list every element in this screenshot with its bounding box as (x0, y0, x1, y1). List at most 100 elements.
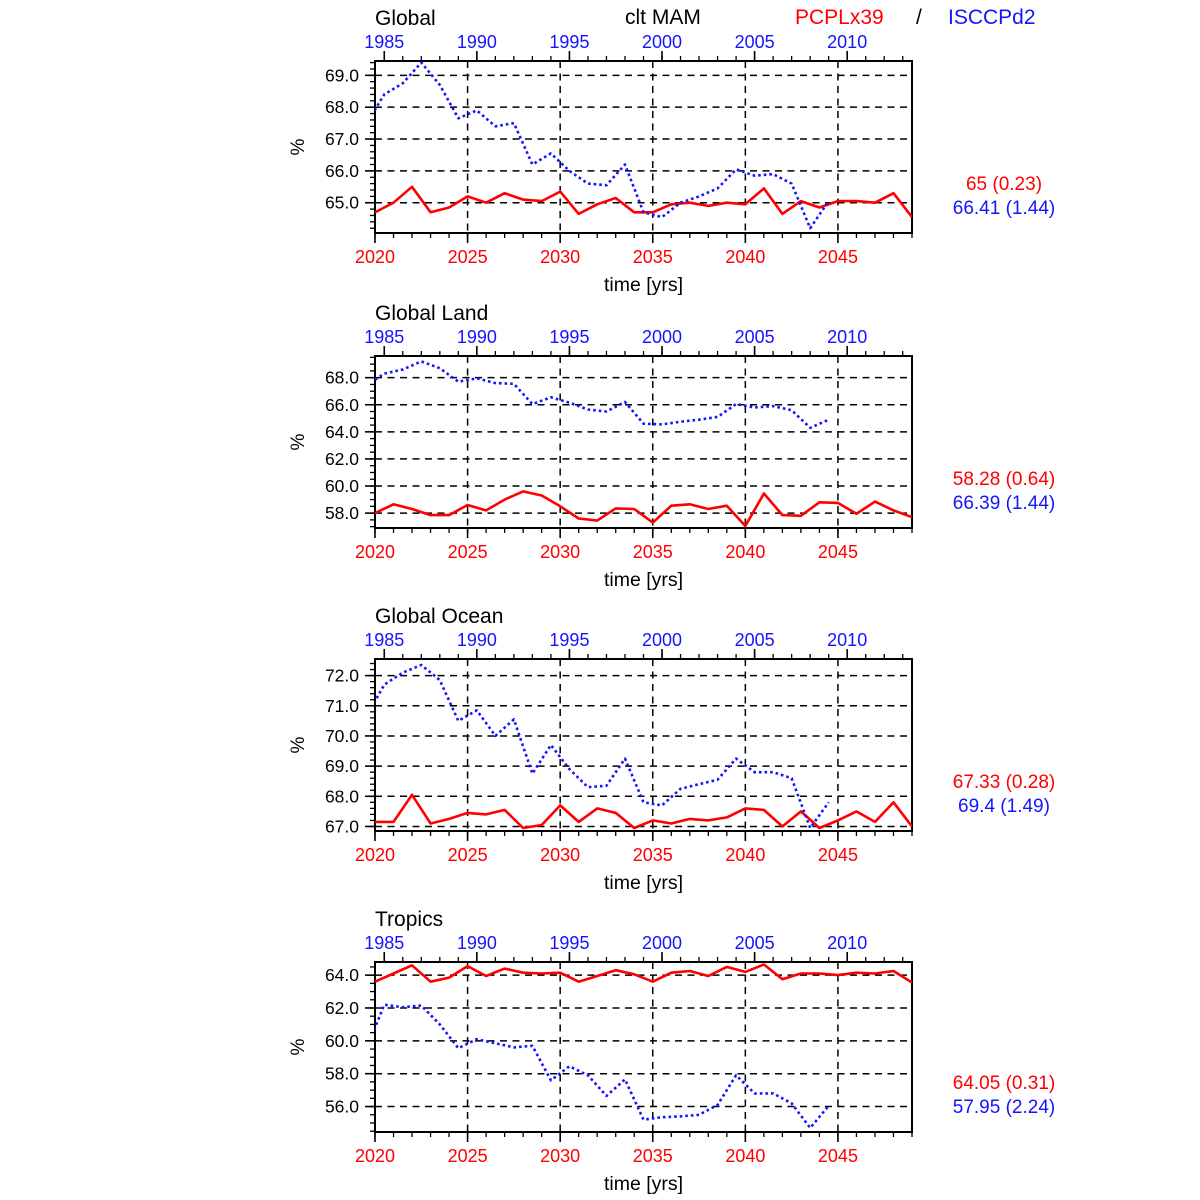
x-tick-label-top: 2005 (735, 327, 775, 347)
chart-main-title: clt MAM (625, 6, 701, 29)
y-axis-label: % (288, 1038, 309, 1055)
y-axis-label: % (288, 736, 309, 753)
y-tick-label: 70.0 (325, 726, 359, 746)
x-tick-label-bottom: 2030 (540, 845, 580, 865)
plot-frame (374, 961, 913, 1133)
y-tick-label: 72.0 (325, 666, 359, 686)
series-pcplx39-line (375, 793, 912, 830)
x-tick-label-bottom: 2040 (725, 845, 765, 865)
y-tick-label: 60.0 (325, 476, 359, 496)
x-tick-label-bottom: 2045 (818, 845, 858, 865)
x-tick-label-top: 1985 (364, 32, 404, 52)
panel-global-ocean: 67.0 68.0 69.0 70.0 71.0 72.0 2020 2025 2030 2035… (288, 605, 1055, 894)
x-tick-label-bottom: 2035 (633, 247, 673, 267)
y-tick-label: 68.0 (325, 97, 359, 117)
x-tick-label-top: 1995 (549, 630, 589, 650)
x-tick-label-top: 2000 (642, 32, 682, 52)
x-tick-label-bottom: 2025 (448, 247, 488, 267)
panel-tropics: 56.0 58.0 60.0 62.0 64.0 2020 2025 2030 2035 2040… (288, 908, 1055, 1195)
x-axis-label: time [yrs] (604, 1173, 683, 1195)
x-tick-label-bottom: 2030 (540, 247, 580, 267)
panel-title: Tropics (375, 908, 443, 931)
x-tick-label-bottom: 2025 (448, 542, 488, 562)
x-tick-label-bottom: 2020 (355, 542, 395, 562)
series-isccpd2-line (375, 1003, 830, 1130)
y-tick-label: 66.0 (325, 161, 359, 181)
x-axis-label: time [yrs] (604, 569, 683, 591)
y-tick-label: 71.0 (325, 696, 359, 716)
x-tick-label-bottom: 2020 (355, 845, 395, 865)
panel-title: Global Land (375, 302, 488, 325)
stat-value-isccpd2: 66.41 (1.44) (953, 198, 1055, 219)
panel-global: 65.0 66.0 67.0 68.0 69.0 2020 2025 2030 2035 2040… (288, 7, 1055, 296)
x-tick-label-bottom: 2020 (355, 1146, 395, 1166)
y-tick-label: 65.0 (325, 193, 359, 213)
x-tick-label-top: 1990 (457, 630, 497, 650)
x-tick-label-top: 1985 (364, 630, 404, 650)
x-tick-label-bottom: 2020 (355, 247, 395, 267)
x-tick-label-top: 2000 (642, 630, 682, 650)
y-axis-label: % (288, 138, 309, 155)
x-tick-label-top: 1990 (457, 32, 497, 52)
x-tick-label-bottom: 2035 (633, 542, 673, 562)
x-tick-label-top: 2010 (827, 32, 867, 52)
y-tick-label: 64.0 (325, 422, 359, 442)
x-tick-label-top: 1990 (457, 933, 497, 953)
x-tick-label-bottom: 2035 (633, 845, 673, 865)
stat-value-isccpd2: 57.95 (2.24) (953, 1097, 1055, 1118)
series-isccpd2-line (375, 360, 830, 430)
x-tick-label-bottom: 2045 (818, 247, 858, 267)
x-tick-label-top: 1995 (549, 933, 589, 953)
plot-frame (374, 60, 913, 234)
y-tick-label: 62.0 (325, 449, 359, 469)
x-tick-label-top: 1985 (364, 327, 404, 347)
series-pcplx39-line (375, 490, 912, 528)
x-tick-label-bottom: 2025 (448, 845, 488, 865)
legend-series2-label: ISCCPd2 (948, 6, 1036, 29)
y-axis-label: % (288, 433, 309, 450)
x-tick-label-bottom: 2030 (540, 1146, 580, 1166)
y-tick-label: 69.0 (325, 756, 359, 776)
plot-frame (374, 355, 913, 529)
y-tick-label: 67.0 (325, 816, 359, 836)
legend-separator: / (916, 6, 922, 29)
x-tick-label-top: 2000 (642, 933, 682, 953)
x-tick-label-top: 2005 (735, 933, 775, 953)
y-tick-label: 58.0 (325, 503, 359, 523)
y-tick-label: 62.0 (325, 998, 359, 1018)
y-tick-label: 60.0 (325, 1031, 359, 1051)
x-tick-label-bottom: 2045 (818, 542, 858, 562)
x-tick-label-top: 1995 (549, 32, 589, 52)
series-pcplx39-line (375, 963, 912, 984)
stat-value-isccpd2: 66.39 (1.44) (953, 493, 1055, 514)
stat-value-pcplx39: 64.05 (0.31) (953, 1073, 1055, 1094)
x-tick-label-top: 2010 (827, 630, 867, 650)
x-tick-label-top: 2010 (827, 327, 867, 347)
x-tick-label-top: 1990 (457, 327, 497, 347)
y-tick-label: 58.0 (325, 1064, 359, 1084)
panel-title: Global Ocean (375, 605, 503, 628)
stat-value-isccpd2: 69.4 (1.49) (958, 796, 1050, 817)
series-isccpd2-line (375, 663, 830, 830)
y-tick-label: 68.0 (325, 368, 359, 388)
x-tick-label-bottom: 2040 (725, 542, 765, 562)
x-tick-label-top: 2005 (735, 32, 775, 52)
x-axis-label: time [yrs] (604, 872, 683, 894)
x-tick-label-bottom: 2030 (540, 542, 580, 562)
stat-value-pcplx39: 67.33 (0.28) (953, 772, 1055, 793)
x-tick-label-bottom: 2035 (633, 1146, 673, 1166)
x-tick-label-top: 2010 (827, 933, 867, 953)
stat-value-pcplx39: 58.28 (0.64) (953, 469, 1055, 490)
x-tick-label-bottom: 2040 (725, 1146, 765, 1166)
legend-series1-label: PCPLx39 (795, 6, 884, 29)
x-tick-label-bottom: 2025 (448, 1146, 488, 1166)
plot-frame (374, 658, 913, 832)
y-tick-label: 56.0 (325, 1097, 359, 1117)
x-tick-label-top: 1985 (364, 933, 404, 953)
x-tick-label-top: 1995 (549, 327, 589, 347)
x-axis-label: time [yrs] (604, 274, 683, 296)
x-tick-label-bottom: 2045 (818, 1146, 858, 1166)
x-tick-label-bottom: 2040 (725, 247, 765, 267)
panel-title: Global (375, 7, 436, 30)
